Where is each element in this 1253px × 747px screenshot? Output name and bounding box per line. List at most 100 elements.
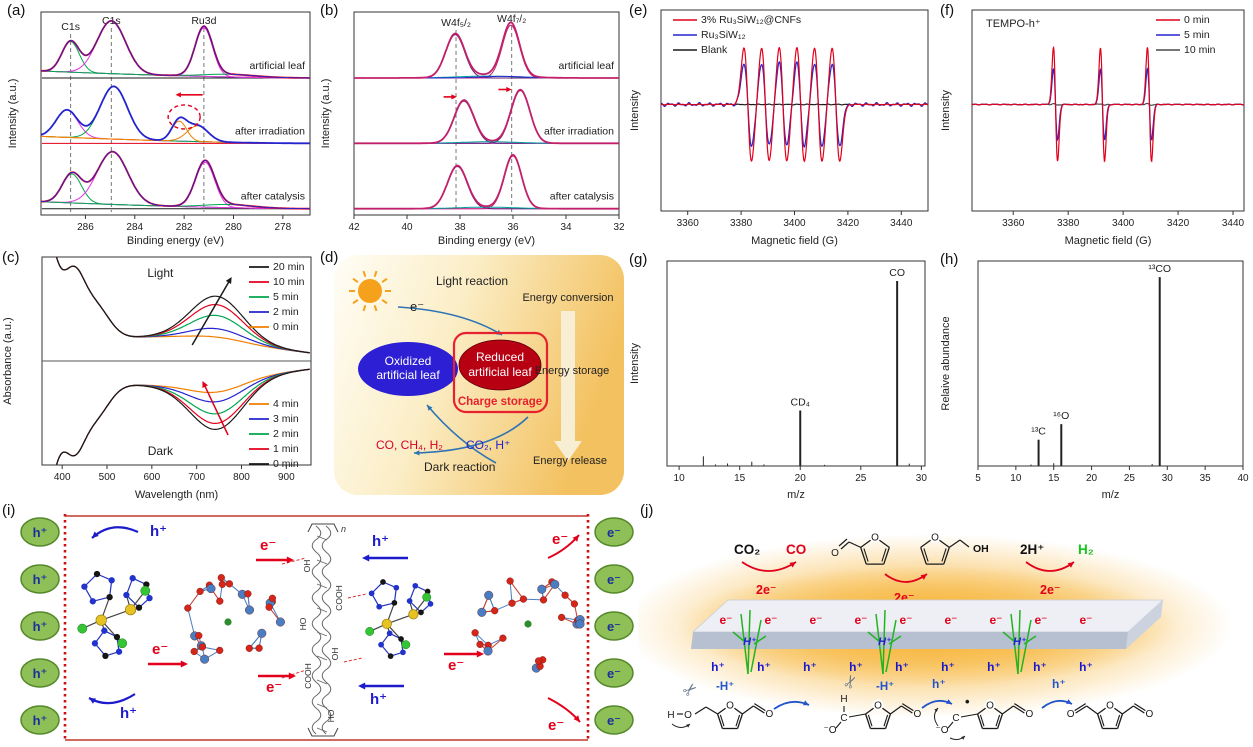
electron-label: e⁻: [607, 713, 621, 728]
hole-oval: [20, 517, 60, 547]
minus-h-label: -H⁺: [716, 681, 734, 693]
hole-label: h⁺: [33, 525, 48, 540]
x-tick-label: 3420: [1167, 218, 1190, 229]
x-tick-label: 20: [795, 473, 807, 484]
electron-label: e⁻: [607, 666, 621, 681]
cellulose-chain: n OH HO COOH COOH OH HO: [298, 523, 346, 737]
corner-label: TEMPO-h⁺: [986, 18, 1041, 30]
arrow-head: [572, 535, 579, 542]
x-tick-label: 10: [1010, 473, 1022, 484]
electron-label: e⁻: [764, 613, 777, 627]
peak-label: Ru3d: [191, 15, 216, 27]
x-tick-label: 34: [560, 222, 572, 233]
dark-reaction-label: Dark reaction: [424, 460, 495, 474]
atom-c: C: [840, 713, 847, 724]
arrow-head: [202, 381, 208, 388]
x-tick-label: 900: [278, 472, 295, 483]
spectrum-curve: [56, 368, 310, 465]
hole-label: h⁺: [150, 523, 167, 540]
spectrum-curve: [56, 368, 310, 465]
arrow-head: [686, 724, 690, 728]
y-axis-label: Absorbance (a.u.): [2, 317, 14, 404]
aldehyde-o: O: [1145, 709, 1153, 720]
reduced-label: Reduced: [476, 350, 524, 364]
panel-svg-h: 5 10 15 20 25 30 35 40 m/z Relaive abundance ¹³C ¹⁶…: [940, 260, 1249, 501]
electron-label: e⁻: [548, 717, 564, 734]
panel-letter: (b): [320, 2, 339, 19]
x-axis-label: m/z: [1102, 489, 1120, 501]
curved-arrow: [426, 404, 497, 464]
x-tick-label: 30: [1162, 473, 1174, 484]
x-tick-label: 3420: [837, 218, 860, 229]
legend-label: 3% Ru₃SiW₁₂@CNFs: [701, 14, 801, 26]
x-tick-label: 400: [54, 472, 71, 483]
x-tick-label: 3440: [890, 218, 913, 229]
electron-label: e⁻: [1079, 613, 1092, 627]
x-tick-label: 5: [975, 473, 981, 484]
legend-label: 4 min: [273, 398, 299, 410]
xps-trace: [354, 153, 619, 210]
x-tick-label: 284: [126, 222, 143, 233]
oxidized-label: artificial leaf: [376, 368, 440, 382]
envelope-overlay: [41, 20, 310, 79]
panel-h: (h) 5 10 15 20 25 30 35 40 m/z Relaive abundance ¹³…: [938, 251, 1253, 502]
arrow-head: [506, 86, 512, 93]
envelope: [40, 85, 310, 145]
co-label: CO: [786, 542, 806, 557]
envelope: [354, 153, 619, 210]
energy-conversion-label: Energy conversion: [522, 292, 613, 304]
2h-label: 2H⁺: [1020, 542, 1044, 557]
envelope-overlay: [41, 151, 310, 210]
hole-label: h⁺: [1052, 677, 1066, 691]
ms-peak-label: ¹³CO: [1148, 263, 1171, 275]
electron-label: e⁻: [854, 613, 867, 627]
trace-label: artificial leaf: [559, 60, 615, 72]
panel-letter: (f): [940, 2, 955, 19]
energy-storage-label: Energy storage: [535, 365, 610, 377]
panel-svg-c: 400 500 600 700 800 900 Wavelength (nm) Absorba…: [2, 256, 312, 501]
arrow-head: [934, 708, 938, 712]
panel-letter: (c): [2, 249, 20, 266]
atom-o: O: [684, 710, 692, 721]
oh-label: OH: [330, 648, 340, 661]
x-tick-label: 800: [233, 472, 250, 483]
panel-j: (j) CO₂ CO 2e⁻ O O O OH 2e⁻ 2H⁺ H₂ 2e⁻ e⁻ e⁻ e⁻ e⁻ e⁻ e⁻ e…: [638, 502, 1253, 747]
electron-oval: [594, 517, 634, 547]
spectrum-curve: [56, 257, 310, 354]
electron-label: e⁻: [266, 679, 282, 696]
y-axis-label: Intensity: [629, 90, 641, 131]
x-tick-label: 278: [275, 222, 292, 233]
legend-label: 20 min: [273, 261, 305, 273]
x-tick-label: 3360: [1002, 218, 1025, 229]
electron-oval: [594, 611, 634, 641]
energy-arrow-head: [554, 441, 582, 461]
electron-label: e⁻: [607, 525, 621, 540]
hole-oval: [20, 564, 60, 594]
ring-oxygen: O: [726, 701, 734, 712]
x-tick-label: 25: [855, 473, 867, 484]
hplus-label: H⁺: [1013, 636, 1027, 648]
h-bond-dashed: [347, 593, 367, 599]
arrow-head: [89, 698, 96, 704]
hole-label: h⁺: [932, 677, 946, 691]
legend-label: 10 min: [273, 276, 305, 288]
trace-label: after irradiation: [544, 125, 614, 137]
leaf-sprig: [1002, 609, 1037, 675]
arrow-head: [1067, 562, 1074, 568]
xps-trace: [41, 20, 310, 79]
trace-label: after irradiation: [235, 125, 305, 137]
x-tick-label: 25: [1124, 473, 1136, 484]
arrow-head: [789, 562, 796, 568]
panel-c: (c) 400 500 600 700 800 900 Wavelength (nm) Abso…: [0, 249, 320, 502]
panel-g: (g) 10 15 20 25 30 m/z Intensity CD₄ CO: [627, 251, 935, 502]
legend-label: 5 min: [1184, 29, 1210, 41]
hole-label: h⁺: [757, 660, 771, 674]
x-tick-label: 3380: [1057, 218, 1080, 229]
envelope: [354, 21, 619, 79]
curved-arrow: [413, 416, 529, 454]
oh-label: OH: [302, 560, 312, 573]
x-tick-label: 3400: [783, 218, 806, 229]
panel-svg-b: 42 40 38 36 34 32 Binding energy (eV) Intensity…: [320, 11, 625, 247]
mechanism: OOH O✂ -H⁺OHC⁻OO✂ -H⁺ h⁺OC•⁻OOh⁺OO O: [667, 671, 1153, 741]
